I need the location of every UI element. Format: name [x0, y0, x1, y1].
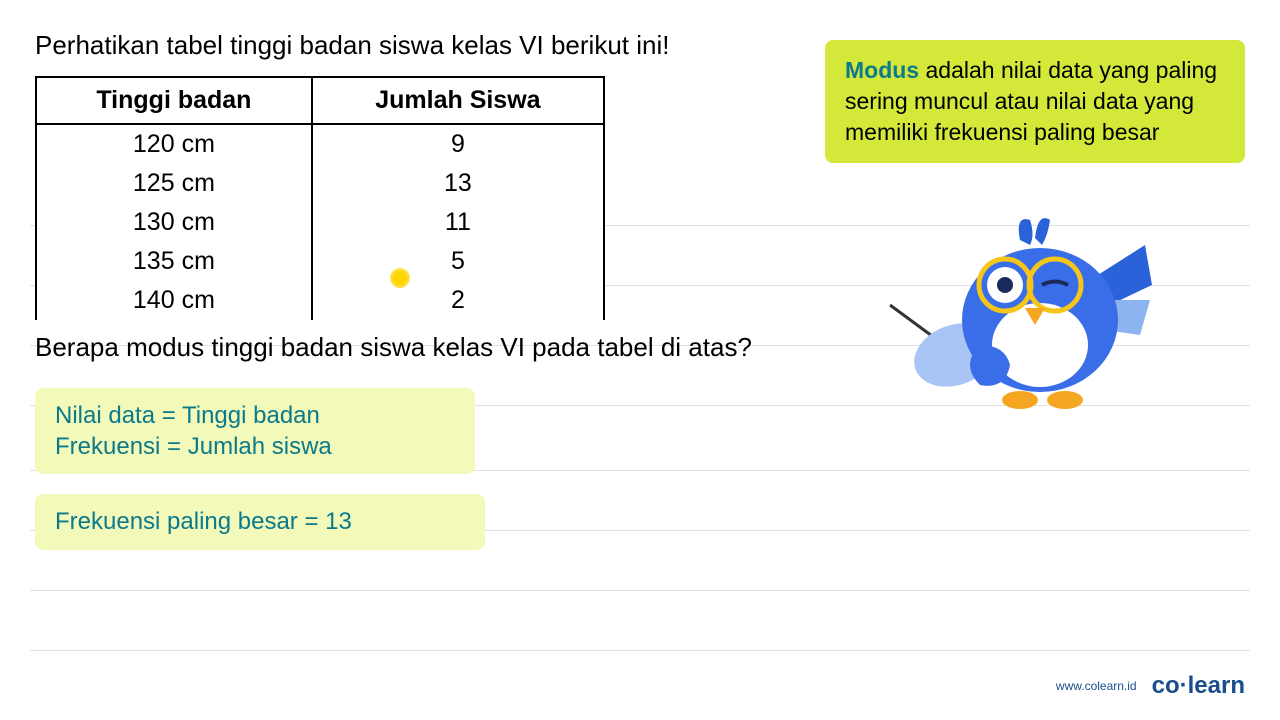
footer-url: www.colearn.id	[1056, 679, 1137, 693]
table-cell-height: 135 cm	[36, 242, 312, 281]
table-cell-count: 2	[312, 281, 604, 320]
table-cell-height: 130 cm	[36, 203, 312, 242]
pointer-dot	[390, 268, 410, 288]
footer: www.colearn.id co·learn	[1056, 672, 1245, 700]
table-cell-count: 9	[312, 124, 604, 164]
data-table: Tinggi badan Jumlah Siswa 120 cm 9 125 c…	[35, 76, 605, 320]
answer-line: Nilai data = Tinggi badan	[55, 400, 455, 431]
table-header-count: Jumlah Siswa	[312, 77, 604, 124]
answer-box-2: Frekuensi paling besar = 13	[35, 494, 485, 549]
table-cell-count: 13	[312, 164, 604, 203]
table-cell-height: 120 cm	[36, 124, 312, 164]
table-row: 125 cm 13	[36, 164, 604, 203]
logo-part1: co	[1152, 672, 1180, 699]
answer-line: Frekuensi paling besar = 13	[55, 506, 465, 537]
table-cell-height: 125 cm	[36, 164, 312, 203]
table-cell-height: 140 cm	[36, 281, 312, 320]
answer-line: Frekuensi = Jumlah siswa	[55, 431, 455, 462]
answer-box-1: Nilai data = Tinggi badan Frekuensi = Ju…	[35, 388, 475, 474]
mascot-bird	[870, 190, 1180, 420]
table-row: 130 cm 11	[36, 203, 604, 242]
footer-logo: co·learn	[1152, 672, 1245, 700]
definition-text: Modus adalah nilai data yang paling seri…	[845, 55, 1225, 148]
table-row: 140 cm 2	[36, 281, 604, 320]
table-cell-count: 11	[312, 203, 604, 242]
table-row: 120 cm 9	[36, 124, 604, 164]
definition-highlight: Modus	[845, 57, 919, 83]
definition-box: Modus adalah nilai data yang paling seri…	[825, 40, 1245, 163]
table-cell-count: 5	[312, 242, 604, 281]
table-header-height: Tinggi badan	[36, 77, 312, 124]
logo-part2: learn	[1188, 672, 1245, 699]
table-row: 135 cm 5	[36, 242, 604, 281]
logo-dot: ·	[1180, 672, 1188, 699]
